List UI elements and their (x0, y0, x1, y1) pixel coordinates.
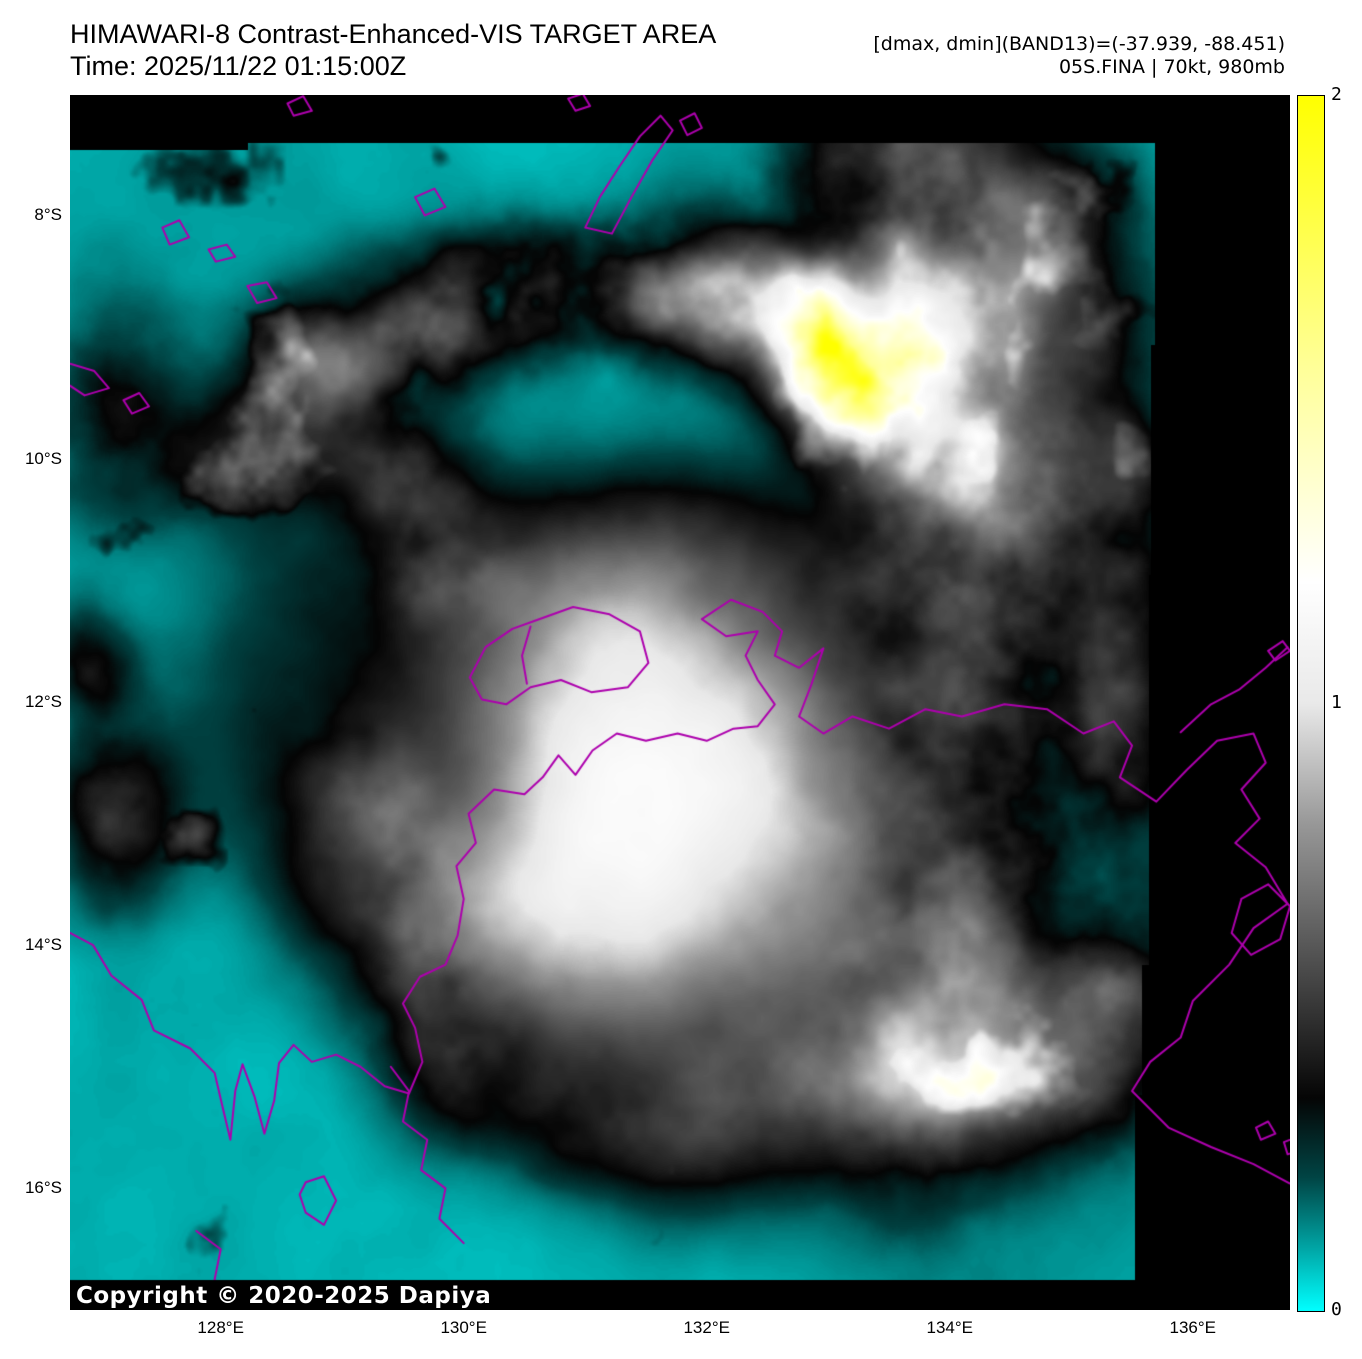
band-stats-label: [dmax, dmin](BAND13)=(-37.939, -88.451) (873, 33, 1285, 55)
x-tick-label: 136°E (1169, 1318, 1217, 1337)
y-tick-label: 14°S (24, 935, 62, 955)
header: HIMAWARI-8 Contrast-Enhanced-VIS TARGET … (70, 18, 716, 82)
image-title: HIMAWARI-8 Contrast-Enhanced-VIS TARGET … (70, 19, 717, 49)
colorbar (1297, 95, 1325, 1312)
y-tick-label: 16°S (24, 1178, 62, 1198)
y-tick-label: 12°S (24, 691, 62, 711)
y-tick-label: 8°S (34, 205, 62, 225)
satellite-map: Copyright © 2020-2025 Dapiya (70, 95, 1290, 1310)
colorbar-tick-label: 2 (1331, 84, 1342, 105)
x-tick-label: 128°E (197, 1318, 244, 1337)
header-annotations: [dmax, dmin](BAND13)=(-37.939, -88.451) … (873, 33, 1285, 79)
copyright-notice: Copyright © 2020-2025 Dapiya (76, 1283, 492, 1309)
y-tick-label: 10°S (24, 448, 62, 468)
colorbar-tick-label: 1 (1331, 691, 1342, 713)
storm-info-label: 05S.FINA | 70kt, 980mb (1058, 56, 1285, 78)
x-tick-label: 134°E (926, 1318, 973, 1337)
colorbar-tick-label: 0 (1331, 1299, 1342, 1320)
x-tick-label: 130°E (440, 1318, 487, 1337)
satellite-image-canvas (70, 95, 1290, 1310)
x-tick-label: 132°E (683, 1318, 730, 1337)
image-timestamp: Time: 2025/11/22 01:15:00Z (70, 51, 407, 81)
